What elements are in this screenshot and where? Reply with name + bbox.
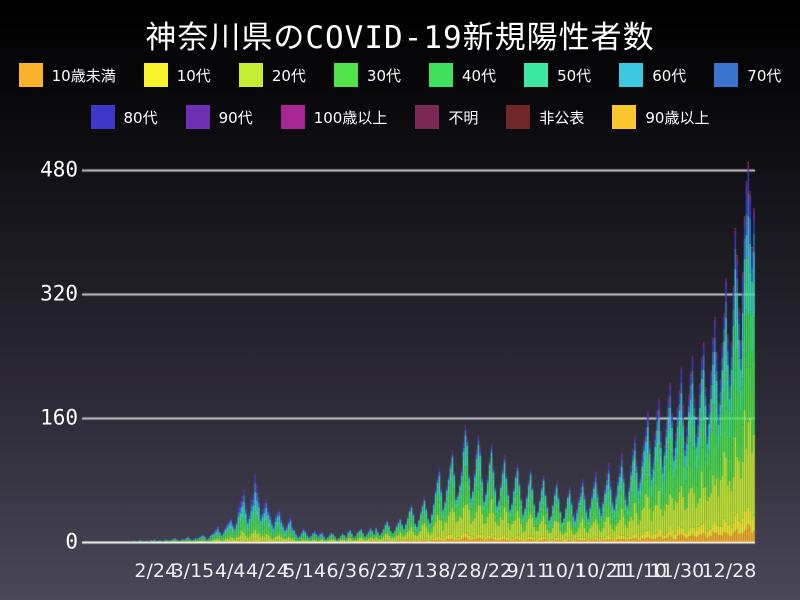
legend-item: 50代 [524,63,591,87]
x-axis-tick-label: 5/14 [283,560,326,582]
x-axis-tick-label: 2/24 [134,560,178,582]
x-axis-tick-label: 4/24 [246,560,289,582]
legend-item: 不明 [415,105,478,129]
legend-item: 100歳以上 [280,105,388,129]
legend-item: 10代 [143,63,211,87]
legend-row-2: 80代 90代 100歳以上 不明 非公表 90歳以上 [0,104,800,130]
legend-swatch [18,63,43,87]
y-axis-tick-label: 0 [65,529,78,554]
y-axis-tick-label: 160 [40,405,78,430]
legend-swatch [333,63,358,87]
legend-item-label: 70代 [747,66,782,85]
x-axis-tick-label: 4/4 [214,560,246,582]
legend-item-label: 50代 [557,66,592,85]
x-axis-tick-label: 3/15 [171,560,215,582]
x-axis-tick-label: 11/10 [612,560,667,582]
legend-item-label: 90代 [218,108,253,127]
legend-swatch [429,63,453,87]
legend-swatch [415,105,440,129]
legend-item-label: 10歳未満 [51,66,116,85]
legend-item: 90代 [185,105,253,129]
y-axis-tick-label: 480 [40,157,78,182]
legend-item: 30代 [333,63,401,87]
legend-swatch [524,63,549,87]
x-axis-tick-label: 9/11 [506,560,550,582]
x-axis-tick-label: 7/13 [394,560,438,582]
x-axis-tick-label: 8/2 [438,560,469,582]
x-axis-tick-label: 10/21 [574,560,630,582]
legend-item-label: 40代 [462,66,497,85]
x-axis-tick-label: 6/23 [357,560,401,582]
legend-item-label: 60代 [652,66,687,85]
legend-item: 90歳以上 [612,105,709,129]
legend-swatch [185,105,210,129]
legend-row-1: 10歳未満 10代 20代 30代 40代 50代 60代 70代 [0,62,800,88]
legend-item-label: 不明 [448,108,479,127]
legend-item: 60代 [619,63,686,87]
legend-swatch [619,63,644,87]
x-axis-tick-label: 12/28 [701,560,757,582]
legend-swatch [506,105,531,129]
x-axis-tick-label: 8/22 [469,560,513,582]
legend-swatch [714,63,739,87]
legend-item: 40代 [429,63,496,87]
legend-item-label: 90歳以上 [645,108,710,127]
legend-item: 20代 [238,63,306,87]
x-axis-tick-label: 11/30 [649,560,705,582]
y-axis-tick-label: 320 [40,281,78,306]
legend-item-label: 10代 [176,66,211,85]
legend-item: 80代 [90,105,158,129]
legend-swatch [90,105,115,129]
x-axis-tick-label: 10/1 [543,560,587,582]
legend-item-label: 20代 [271,66,306,85]
legend-item-label: 非公表 [539,108,585,127]
legend-item: 70代 [714,63,781,87]
legend-item: 10歳未満 [18,63,116,87]
legend-swatch [612,105,637,129]
legend-item-label: 30代 [366,66,401,85]
page-title: 神奈川県のCOVID-19新規陽性者数 [145,20,655,56]
legend-swatch [143,63,168,87]
legend-item-label: 100歳以上 [313,108,388,127]
legend-item: 非公表 [506,105,584,129]
legend-swatch [238,63,263,87]
x-axis-tick-label: 6/3 [326,560,358,582]
legend-item-label: 80代 [123,108,158,127]
legend-swatch [280,105,305,129]
